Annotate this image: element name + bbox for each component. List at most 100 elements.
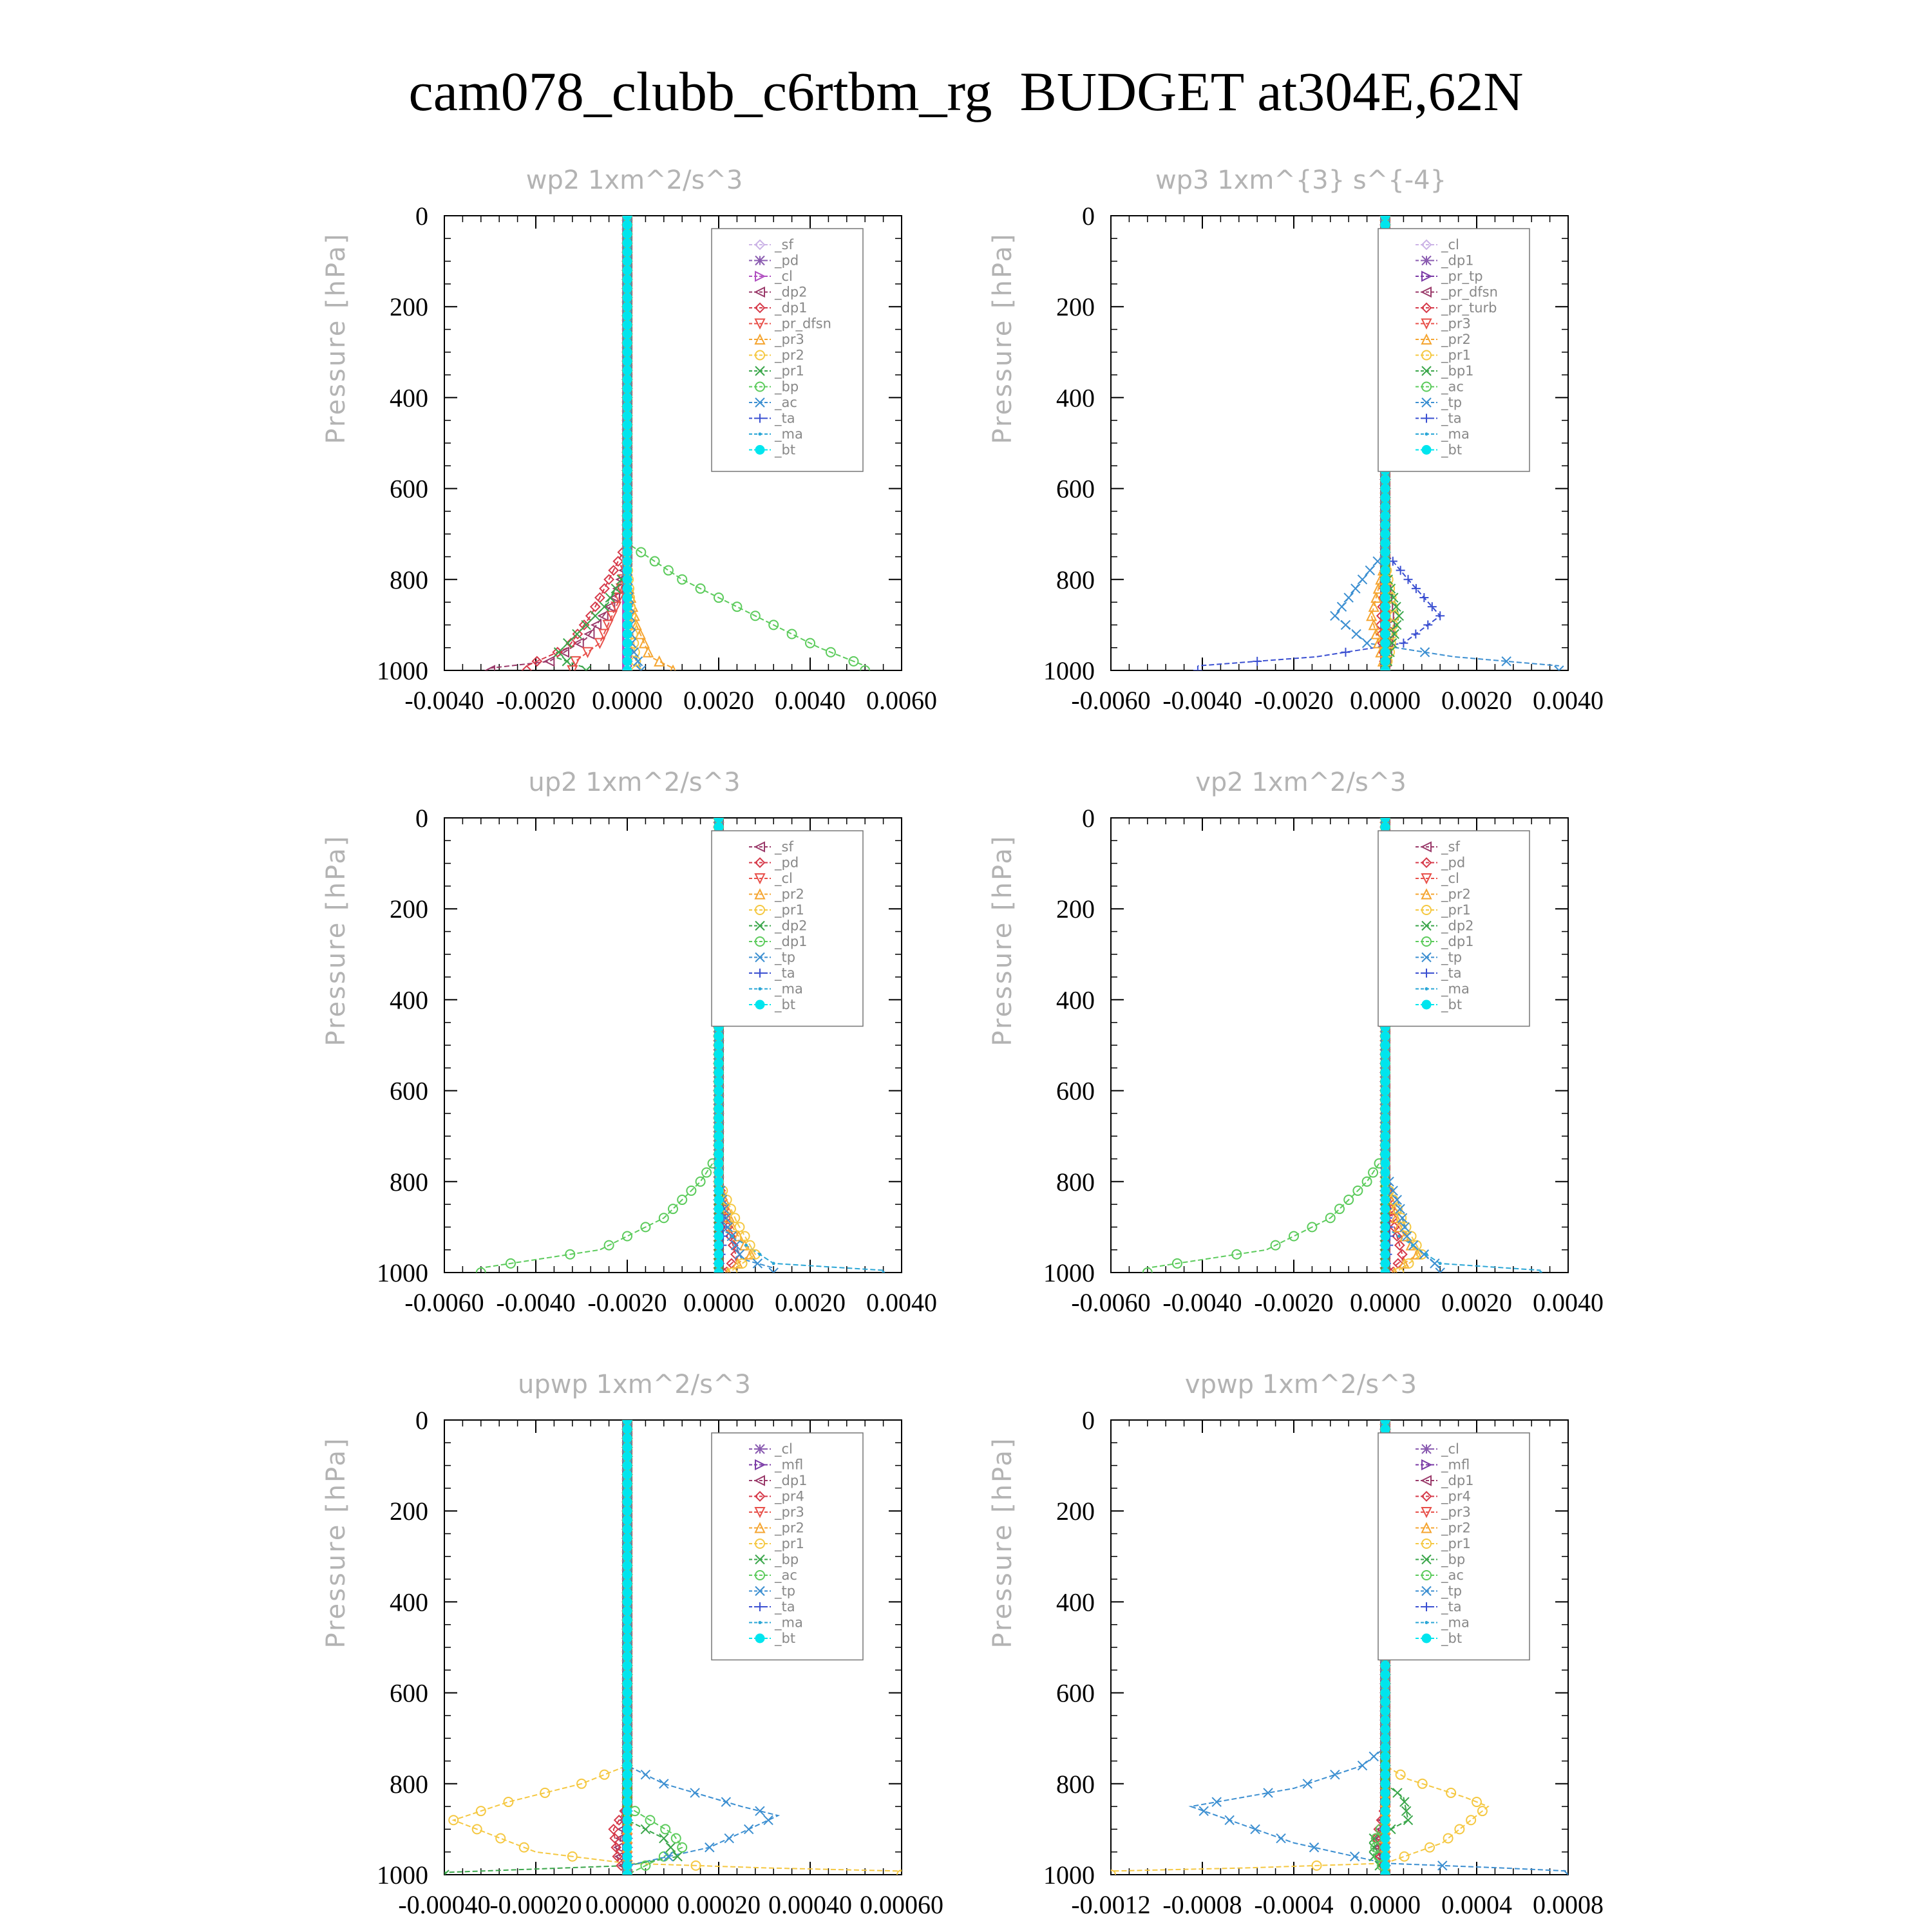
data-point [622,1442,632,1452]
series-markers-dp1 [1142,818,1390,1273]
data-point [714,1076,724,1086]
y-tick-label: 200 [390,1497,428,1526]
data-point [475,1267,486,1273]
legend-marker [1421,302,1432,314]
data-point [1380,1177,1390,1187]
data-point [663,565,674,576]
data-point [1423,620,1433,630]
data-point [1419,1249,1430,1260]
data-point [622,1488,632,1498]
x-tick-label: 0.0040 [1533,686,1604,715]
data-point [611,583,621,594]
y-tick-label: 0 [415,1406,428,1435]
legend-marker [755,936,765,947]
data-point [1380,1660,1390,1671]
data-point [1391,601,1401,612]
data-point [589,601,601,612]
data-point [1325,1213,1336,1224]
data-point [1380,1861,1390,1871]
legend-marker [1421,366,1432,376]
data-point [663,1852,674,1862]
legend-label-pr_tp: _pr_tp [1441,269,1483,285]
data-point [1380,629,1390,639]
legend-label-pr_dfsn: _pr_dfsn [774,316,831,332]
legend-marker [755,255,765,266]
data-point [1403,574,1413,584]
y-tick-label: 1000 [377,656,428,685]
legend-label-bp: _bp [774,379,799,395]
data-point [1380,1095,1390,1105]
y-axis-label: Pressure [hPa] [988,1437,1018,1649]
data-point [750,611,761,621]
data-point [727,1267,738,1273]
legend-marker [1421,873,1432,885]
legend-label-dp2: _dp2 [774,918,808,934]
data-point [1406,1231,1417,1242]
data-point [1380,1688,1390,1698]
x-tick-label: -0.0020 [1254,686,1333,715]
data-point [772,1262,775,1265]
data-point [1396,1213,1407,1224]
data-point [1211,1797,1222,1807]
legend-marker [1422,413,1431,423]
x-tick-label: -0.0060 [1071,1288,1150,1317]
legend-marker [1421,1633,1432,1643]
y-axis-label: Pressure [hPa] [988,835,1018,1046]
data-point [622,1515,632,1525]
legend-marker [1421,1539,1432,1549]
data-point [622,574,632,585]
x-tick-label: 0.00060 [860,1890,943,1919]
data-point [1330,1769,1340,1780]
legend-marker [1421,333,1432,345]
data-point [604,601,616,612]
panel-title: wp2 1xm^2/s^3 [526,166,743,195]
data-point [622,1852,632,1862]
legend-label-tp: _tp [1441,950,1462,966]
data-point [1307,1222,1318,1233]
legend-label-pr3: _pr3 [1441,316,1471,332]
data-point [1380,1104,1390,1114]
data-point [1380,1706,1390,1716]
legend-label-cl: _cl [774,871,793,887]
legend-marker [1421,857,1432,868]
data-point [622,511,632,521]
data-point [622,1833,632,1844]
data-point [622,1524,632,1534]
data-point [622,329,632,339]
data-point [1394,611,1405,621]
data-point [1380,556,1390,567]
data-point [622,556,632,567]
data-point [690,1788,700,1798]
data-point [714,1040,724,1050]
data-point [1334,1204,1345,1215]
data-point [622,1770,632,1780]
y-tick-label: 600 [390,1679,428,1708]
legend-marker [1421,905,1432,915]
data-point [622,1715,632,1725]
data-point [622,456,632,466]
data-point [622,438,632,448]
legend-label-pr1: _pr1 [1441,348,1471,364]
data-point [1193,666,1202,670]
data-point [622,1451,632,1461]
data-point [734,1222,745,1233]
data-point [622,1724,632,1734]
x-tick-label: 0.0040 [1533,1288,1604,1317]
data-point [631,665,642,670]
legend-label-pr2: _pr2 [774,348,804,364]
data-point [569,656,582,668]
data-point [1380,818,1390,823]
legend-label-pd: _pd [774,253,799,269]
data-point [714,1267,724,1273]
legend-label-pd: _pd [774,855,799,871]
x-tick-label: -0.0012 [1071,1890,1150,1919]
data-point [1396,565,1405,575]
legend: _cl_mfl_dp1_pr4_pr3_pr2_pr1_bp_ac_tp_ta_… [711,1432,864,1661]
data-point [1380,822,1390,832]
data-point [1365,565,1376,576]
data-point [1349,1852,1360,1862]
chart-panel-6: vpwp 1xm^2/s^3 Pressure [hPa] -0.0012 -0.00… [988,1370,1604,1919]
data-point [758,1253,762,1256]
data-point [1380,1258,1390,1269]
legend-marker [1421,1444,1432,1454]
